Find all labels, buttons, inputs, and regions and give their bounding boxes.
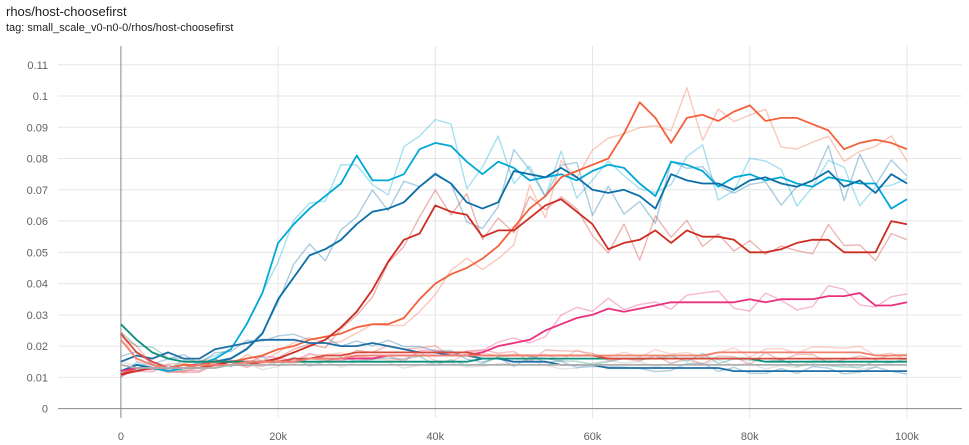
y-tick-label: 0.03 xyxy=(27,310,48,322)
x-tick-label: 80k xyxy=(741,431,759,443)
y-tick-label: 0.04 xyxy=(27,279,48,291)
series-line xyxy=(120,198,908,376)
y-tick-label: 0.07 xyxy=(27,185,48,197)
grid-layer xyxy=(58,46,962,418)
y-tick-label: 0.1 xyxy=(33,91,48,103)
series-line xyxy=(120,339,907,369)
axis-layer xyxy=(58,46,962,418)
series-line xyxy=(120,166,908,372)
series-line xyxy=(120,363,907,369)
y-tick-label: 0.05 xyxy=(27,247,48,259)
series-line xyxy=(120,141,908,373)
x-tick-label: 0 xyxy=(118,431,124,443)
y-tick-label: 0.09 xyxy=(27,122,48,134)
x-tick-label: 20k xyxy=(269,431,287,443)
y-tick-label: 0.11 xyxy=(27,60,48,72)
y-tick-label: 0 xyxy=(42,404,48,416)
raw-series-layer xyxy=(120,87,908,378)
series-line xyxy=(120,101,908,376)
y-tick-label: 0.08 xyxy=(27,154,48,166)
y-tick-label: 0.06 xyxy=(27,216,48,228)
x-tick-label: 100k xyxy=(895,431,919,443)
tick-label-layer: 0 0.01 0.02 0.03 0.04 0.05 0.06 0.07 0.08 0.09 0.1… xyxy=(27,60,920,443)
chart-title: rhos/host-choosefirst xyxy=(6,4,127,19)
smoothed-series-layer xyxy=(120,101,908,376)
x-tick-label: 60k xyxy=(584,431,602,443)
y-tick-label: 0.02 xyxy=(27,341,48,353)
chart-tag: tag: small_scale_v0-n0-0/rhos/host-choos… xyxy=(6,22,234,34)
y-tick-label: 0.01 xyxy=(27,372,48,384)
x-tick-label: 40k xyxy=(426,431,444,443)
series-line xyxy=(120,338,907,373)
